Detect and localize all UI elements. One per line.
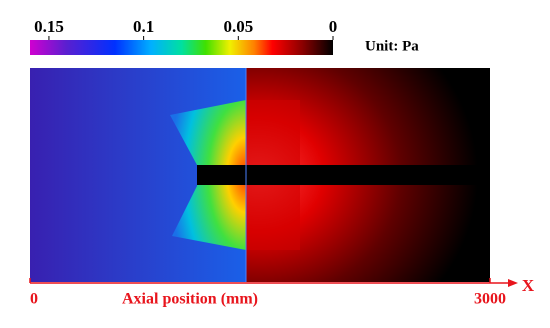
colorbar-tick-label: 0.1 [133, 17, 154, 36]
x-tick-label: 3000 [474, 291, 506, 308]
x-axis-label: Axial position (mm) [122, 291, 258, 308]
colorbar-tick-label: 0 [329, 17, 338, 36]
colorbar-tick-label: 0.15 [34, 17, 64, 36]
colorbar-title: Unit: Pa [365, 38, 419, 54]
colorbar-tick-label: 0.05 [223, 17, 253, 36]
x-tick-label: 0 [30, 291, 38, 308]
field [30, 68, 490, 282]
axis-name: X [522, 276, 535, 295]
axis-arrow [508, 279, 518, 287]
colorbar [30, 40, 333, 55]
